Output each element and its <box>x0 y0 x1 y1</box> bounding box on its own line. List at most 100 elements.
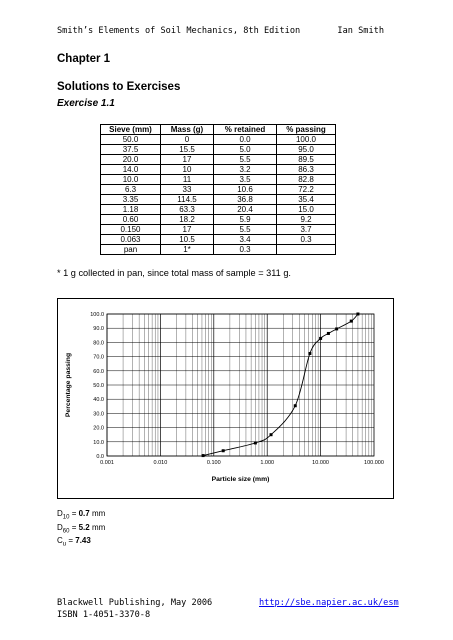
cu-subscript: u <box>62 541 67 548</box>
table-cell-passing: 3.7 <box>276 224 336 235</box>
y-tick-label: 50.0 <box>93 383 104 389</box>
table-cell-retained: 5.5 <box>213 154 277 165</box>
data-point <box>335 327 339 331</box>
table-cell-passing: 100.0 <box>276 134 336 145</box>
table-cell-retained: 5.5 <box>213 224 277 235</box>
table-cell-sieve: 20.0 <box>100 154 161 165</box>
y-tick-label: 10.0 <box>93 440 104 446</box>
data-point <box>201 454 205 458</box>
header-book-title: Smith’s Elements of Soil Mechanics, 8th … <box>57 26 301 36</box>
cu-symbol: C <box>57 536 63 546</box>
data-point <box>293 404 297 408</box>
table-cell-mass: 114.5 <box>160 194 214 205</box>
footer-website-link[interactable]: http://sbe.napier.ac.uk/esm <box>259 598 399 608</box>
table-cell-mass: 0 <box>160 134 214 145</box>
table-cell-mass: 17 <box>160 154 214 165</box>
d60-subscript: 60 <box>62 528 70 535</box>
chapter-heading: Chapter 1 <box>57 53 111 65</box>
d10-symbol: D <box>57 509 63 518</box>
table-cell-passing: 95.0 <box>276 144 336 155</box>
table-row: 0.60 18.2 5.9 9.2 <box>100 214 336 225</box>
table-footnote: * 1 g collected in pan, since total mass… <box>57 268 291 278</box>
column-header-sieve: Sieve (mm) <box>100 124 161 135</box>
table-cell-retained: 5.9 <box>213 214 277 225</box>
data-point <box>349 319 353 323</box>
sieve-analysis-table: Sieve (mm) Mass (g) % retained % passing… <box>100 124 336 255</box>
table-cell-retained: 10.6 <box>213 184 277 195</box>
cu-value: 7.43 <box>75 536 91 546</box>
y-tick-label: 60.0 <box>93 369 104 375</box>
table-cell-sieve: 1.18 <box>100 204 161 215</box>
table-row: 3.35 114.5 36.8 35.4 <box>100 194 336 205</box>
y-tick-label: 90.0 <box>93 326 104 332</box>
table-cell-mass: 17 <box>160 224 214 235</box>
table-row: 6.3 33 10.6 72.2 <box>100 184 336 195</box>
table-cell-mass: 1* <box>160 244 214 255</box>
grading-chart-svg: 0.0 10.0 20.0 30.0 40.0 50.0 60.0 70.0 80.0 90.0 1… <box>65 312 384 483</box>
d10-unit: mm <box>89 509 106 518</box>
d60-value: 5.2 <box>78 522 90 532</box>
d-values-summary: D10 = 0.7 mm D60 = 5.2 mm Cu = 7.43 <box>57 509 105 550</box>
column-header-retained: % retained <box>213 124 277 135</box>
table-row: 50.0 0 0.0 100.0 <box>100 134 336 145</box>
table-cell-passing: 9.2 <box>276 214 336 225</box>
d60-symbol: D <box>57 522 63 532</box>
y-tick-label: 80.0 <box>93 340 104 346</box>
table-cell-passing: 86.3 <box>276 164 336 175</box>
x-tick-label: 1.000 <box>260 460 274 466</box>
table-cell-sieve: 6.3 <box>100 184 161 195</box>
d60-line: D60 = 5.2 mm <box>57 523 105 537</box>
table-cell-mass: 10 <box>160 164 214 175</box>
table-cell-passing <box>276 244 336 255</box>
table-cell-mass: 15.5 <box>160 144 214 155</box>
data-point <box>269 433 273 437</box>
plot-area-border <box>106 313 375 457</box>
table-cell-retained: 3.5 <box>213 174 277 185</box>
table-row: pan 1* 0.3 <box>100 244 336 255</box>
y-tick-label: 30.0 <box>93 411 104 417</box>
table-cell-passing: 15.0 <box>276 204 336 215</box>
y-tick-label: 20.0 <box>93 426 104 432</box>
header-author: Ian Smith <box>337 26 384 36</box>
column-header-passing: % passing <box>276 124 336 135</box>
table-cell-mass: 33 <box>160 184 214 195</box>
table-row: 1.18 63.3 20.4 15.0 <box>100 204 336 215</box>
data-point <box>319 336 323 340</box>
y-tick-label: 100.0 <box>90 312 104 318</box>
table-cell-sieve: 10.0 <box>100 174 161 185</box>
table-cell-retained: 20.4 <box>213 204 277 215</box>
table-row: 0.063 10.5 3.4 0.3 <box>100 234 336 245</box>
data-point <box>326 331 330 335</box>
table-row: 37.5 15.5 5.0 95.0 <box>100 144 336 155</box>
d10-value: 0.7 <box>78 509 90 518</box>
table-cell-sieve: 3.35 <box>100 194 161 205</box>
table-cell-sieve: pan <box>100 244 161 255</box>
d60-equals: = <box>69 522 79 532</box>
table-cell-retained: 36.8 <box>213 194 277 205</box>
data-point <box>221 449 225 453</box>
table-cell-passing: 89.5 <box>276 154 336 165</box>
table-body: 50.0 0 0.0 100.0 37.5 15.5 5.0 95.0 20.0 17 5.5 89.… <box>100 134 336 255</box>
table-cell-mass: 18.2 <box>160 214 214 225</box>
table-cell-passing: 72.2 <box>276 184 336 195</box>
grading-chart: 0.0 10.0 20.0 30.0 40.0 50.0 60.0 70.0 80.0 90.0 1… <box>57 298 394 499</box>
data-point <box>356 312 360 316</box>
table-cell-passing: 0.3 <box>276 234 336 245</box>
data-point <box>253 441 257 445</box>
table-cell-sieve: 37.5 <box>100 144 161 155</box>
table-row: 0.150 17 5.5 3.7 <box>100 224 336 235</box>
footer-publisher: Blackwell Publishing, May 2006 <box>57 598 213 608</box>
y-tick-label: 70.0 <box>93 355 104 361</box>
footer-isbn: ISBN 1-4051-3370-8 <box>57 610 151 620</box>
table-cell-sieve: 0.60 <box>100 214 161 225</box>
table-cell-sieve: 0.150 <box>100 224 161 235</box>
table-cell-passing: 82.8 <box>276 174 336 185</box>
x-tick-label: 10.000 <box>312 460 329 466</box>
table-row: 10.0 11 3.5 82.8 <box>100 174 336 185</box>
section-heading: Solutions to Exercises <box>57 81 181 93</box>
table-cell-sieve: 14.0 <box>100 164 161 175</box>
table-cell-retained: 3.2 <box>213 164 277 175</box>
table-cell-retained: 3.4 <box>213 234 277 245</box>
table-cell-sieve: 50.0 <box>100 134 161 145</box>
d60-unit: mm <box>89 522 106 532</box>
